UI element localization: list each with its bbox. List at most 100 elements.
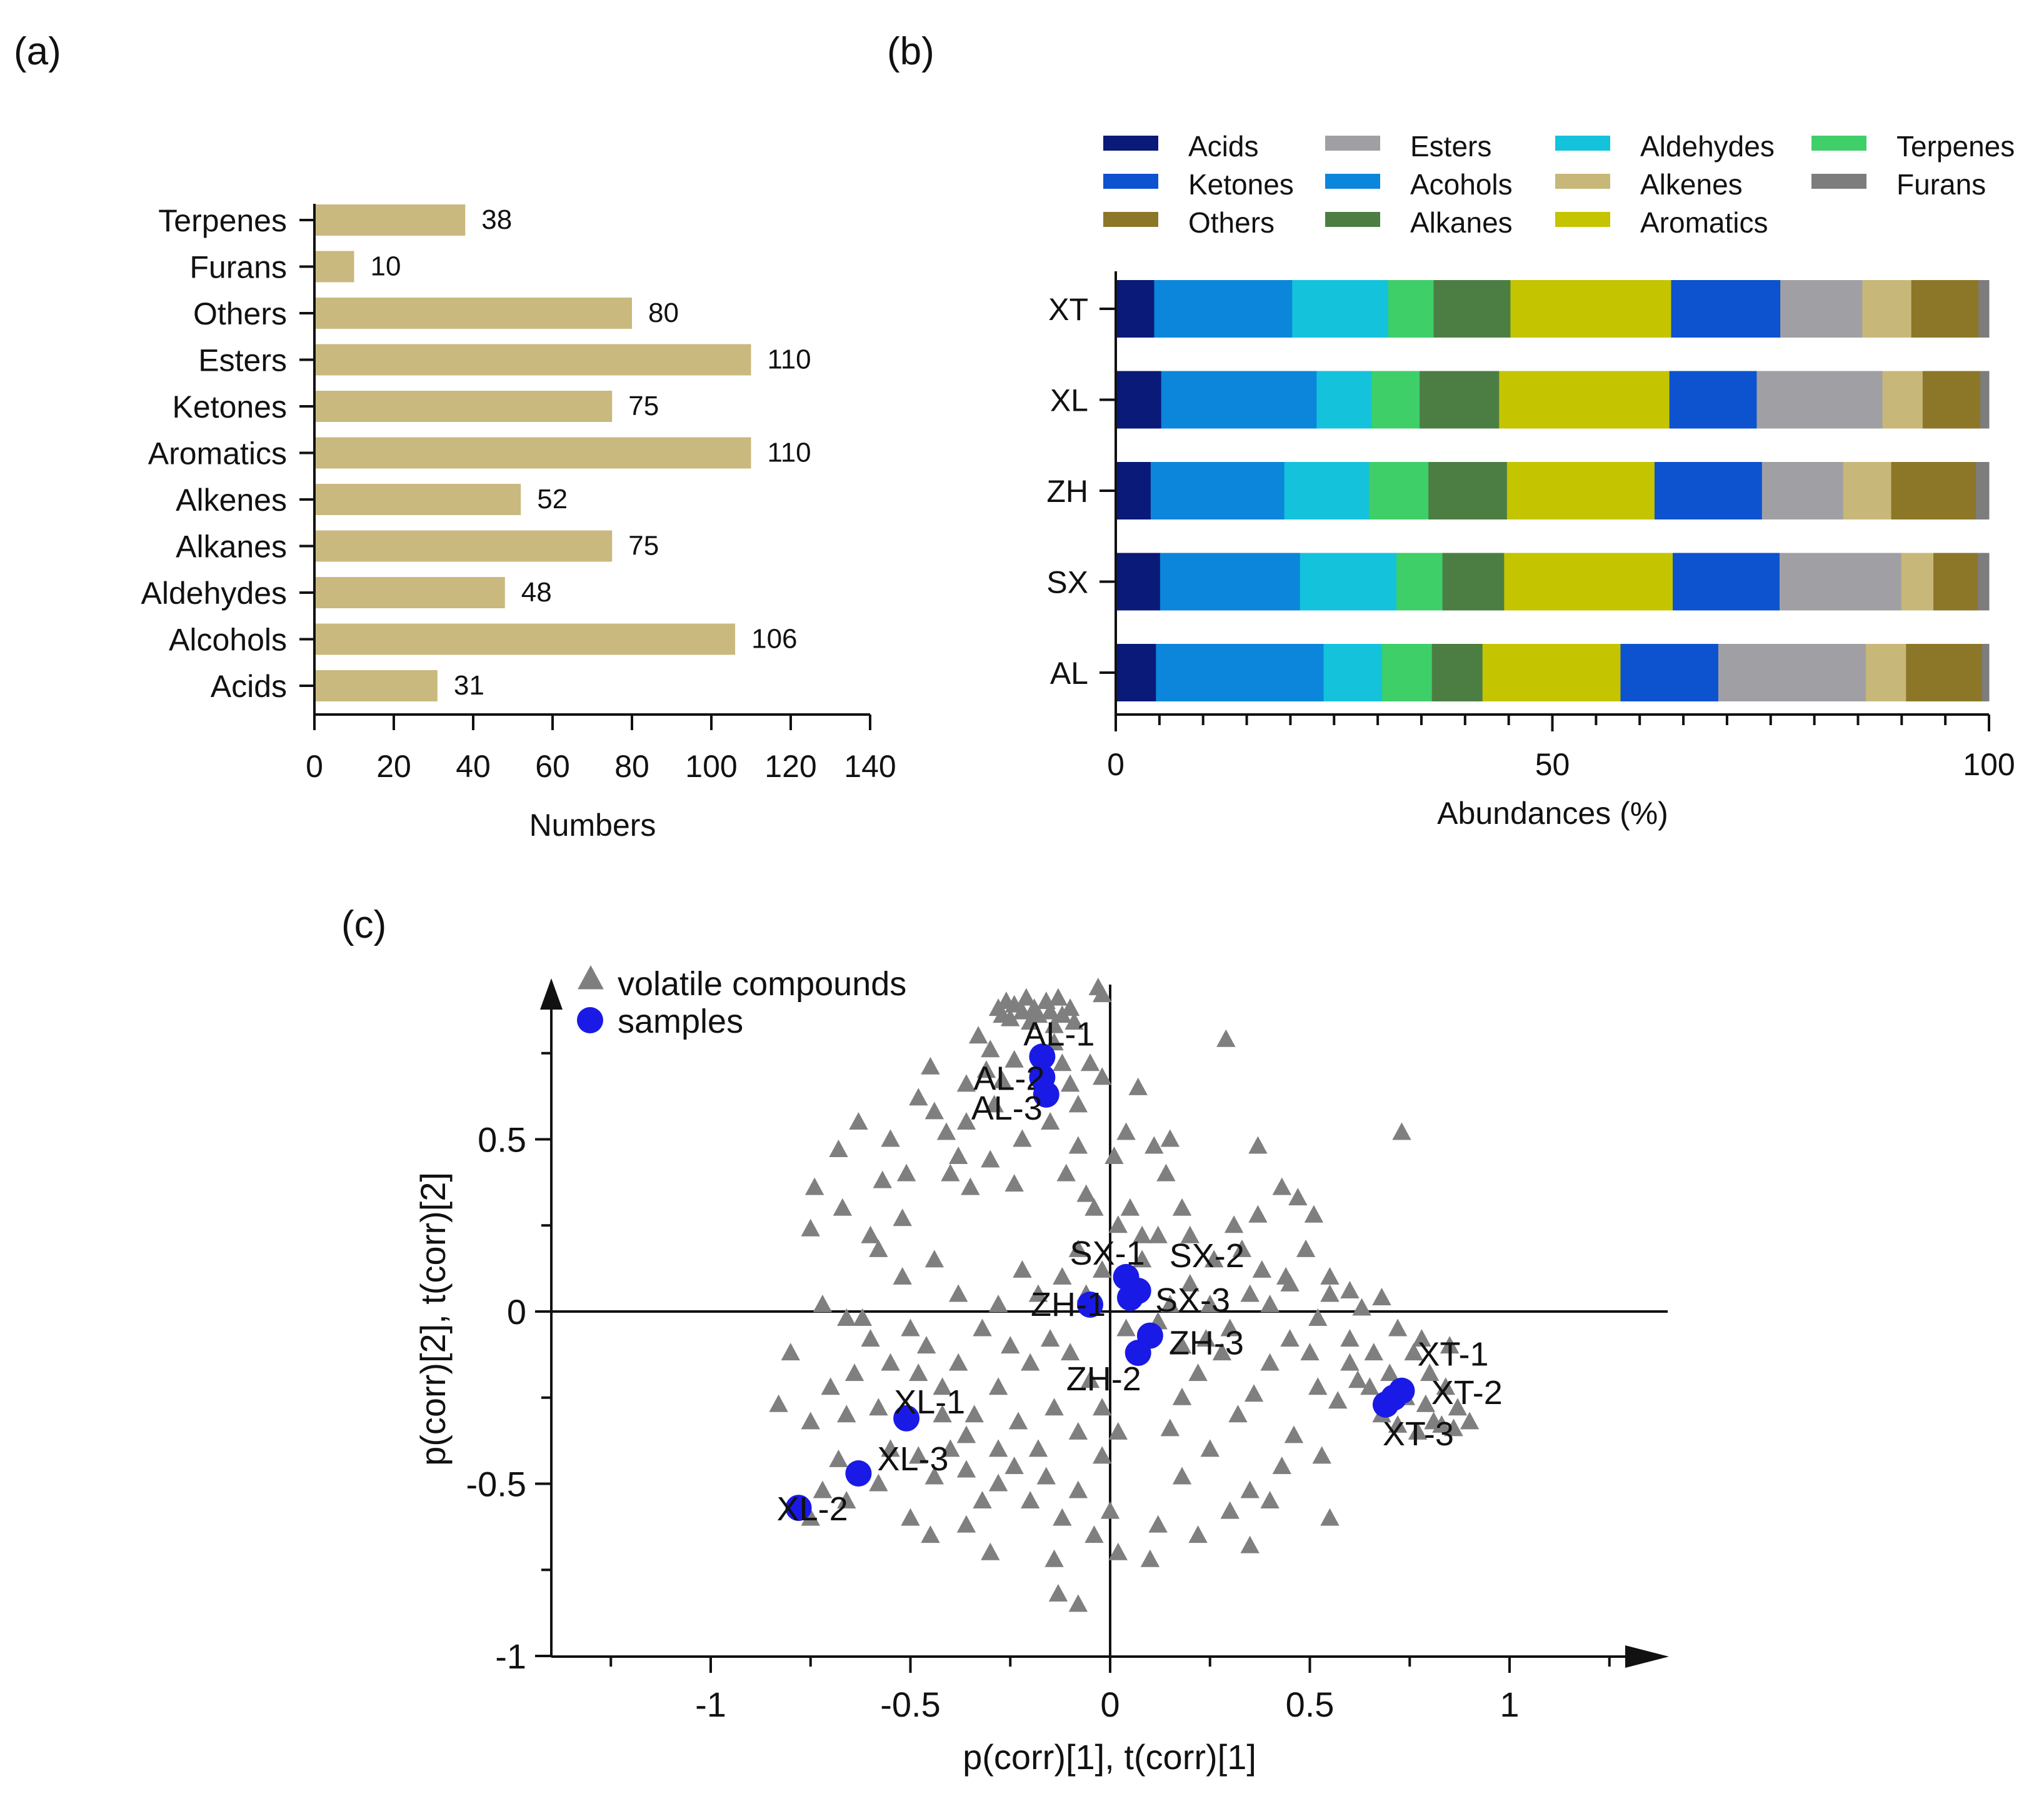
volatile-compound-point — [1364, 1343, 1383, 1361]
segment-xl-acids — [1116, 371, 1162, 429]
volatile-compound-point — [861, 1225, 880, 1243]
bar-others — [316, 298, 632, 329]
volatile-compound-point — [1160, 1294, 1180, 1312]
volatile-compound-point — [1040, 1111, 1060, 1130]
x-tick-label: 140 — [844, 749, 896, 784]
segment-zh-others — [1891, 462, 1976, 519]
volatile-compound-point — [909, 1446, 928, 1464]
sample-label: XT-2 — [1431, 1374, 1503, 1412]
volatile-compound-point — [1093, 985, 1112, 1003]
sample-label: XL-2 — [777, 1490, 848, 1528]
volatile-compound-point — [1188, 1525, 1208, 1543]
volatile-compound-point — [1140, 1549, 1160, 1567]
volatile-compound-point — [1240, 1480, 1260, 1498]
volatile-compound-point — [1304, 1205, 1324, 1223]
panel-c-scatter-plot: (c) -1 -0.5 0 0.5 1 -1 -0.5 0 0.5 AL-1 AL-2AL-3 SX… — [341, 903, 1669, 1777]
volatile-compound-point — [933, 1405, 952, 1423]
volatile-compound-point — [1080, 1370, 1100, 1388]
volatile-compound-point — [1296, 1239, 1316, 1257]
volatile-compound-point — [1148, 1515, 1168, 1533]
legend-swatch-furans — [1811, 174, 1866, 189]
bar-alkanes — [316, 530, 613, 562]
volatile-compound-point — [1436, 1377, 1455, 1395]
value-label: 75 — [628, 391, 659, 421]
sample-point-al-1 — [1029, 1043, 1056, 1070]
volatile-compound-point — [948, 1284, 968, 1302]
value-label: 110 — [768, 344, 811, 375]
volatile-compound-point — [961, 1177, 980, 1195]
volatile-compound-point — [1060, 998, 1080, 1016]
y-tick-label: 0.5 — [478, 1120, 526, 1160]
volatile-compound-point — [1180, 1273, 1200, 1292]
volatile-compound-point — [1160, 1418, 1180, 1437]
volatile-compound-point — [1060, 1074, 1080, 1092]
volatile-compound-point — [1272, 1177, 1291, 1195]
volatile-compound-point — [1172, 1198, 1192, 1216]
volatile-compound-point — [1068, 1480, 1088, 1498]
volatile-compound-point — [1448, 1398, 1468, 1416]
bar-acids — [316, 670, 438, 701]
panel-a-label: (a) — [14, 30, 61, 73]
y-tick-label: -0.5 — [466, 1465, 527, 1504]
segment-xt-others — [1911, 280, 1979, 338]
volatile-compound-point — [1408, 1422, 1428, 1440]
volatile-compound-point — [1028, 1439, 1048, 1457]
x-tick-label: 0.5 — [1286, 1685, 1335, 1724]
segment-xt-alkanes — [1433, 280, 1511, 338]
segment-xl-acohols — [1161, 371, 1317, 429]
segment-zh-alkenes — [1843, 462, 1892, 519]
category-label: Aldehydes — [141, 576, 288, 611]
x-tick-label: 100 — [1963, 747, 2015, 782]
legend-label-furans: Furans — [1896, 168, 1986, 201]
legend-swatch-esters — [1325, 136, 1380, 151]
volatile-compound-point — [1308, 1308, 1328, 1327]
volatile-compound-point — [1068, 1136, 1088, 1154]
category-label: Esters — [198, 343, 287, 378]
volatile-compound-point — [821, 1377, 840, 1395]
volatile-compound-point — [993, 1070, 1012, 1088]
volatile-compound-point — [988, 1439, 1008, 1457]
volatile-compound-point — [1196, 1329, 1216, 1347]
legend-label-samples: samples — [618, 1003, 743, 1040]
legend-swatch-aromatics — [1555, 212, 1610, 227]
volatile-compound-point — [1348, 1370, 1368, 1388]
volatile-compound-point — [1108, 1542, 1128, 1560]
volatile-compound-point — [1420, 1363, 1440, 1382]
volatile-compound-point — [1248, 1205, 1268, 1223]
volatile-compound-point — [1388, 1318, 1408, 1337]
volatile-compound-point — [1352, 1298, 1371, 1316]
volatile-compound-point — [1200, 1439, 1220, 1457]
volatile-compound-point — [801, 1218, 820, 1237]
volatile-compound-point — [1252, 1260, 1272, 1278]
volatile-compound-point — [1300, 1343, 1320, 1361]
volatile-compound-point — [1048, 988, 1068, 1006]
segment-al-ketones — [1620, 644, 1719, 701]
volatile-compound-point — [1360, 1377, 1380, 1395]
segment-zh-acids — [1116, 462, 1151, 519]
volatile-compound-point — [933, 1377, 952, 1395]
x-tick-label: 0 — [1107, 747, 1125, 782]
category-label: Alkanes — [176, 529, 287, 564]
segment-xt-aldehydes — [1292, 280, 1389, 338]
volatile-compound-point — [1172, 1387, 1192, 1405]
segment-sx-aldehydes — [1300, 553, 1397, 611]
volatile-compound-point — [1272, 1456, 1291, 1474]
value-label: 75 — [628, 531, 659, 561]
volatile-compound-point — [1105, 1146, 1124, 1165]
sample-point-zh-1 — [1077, 1291, 1104, 1318]
bar-esters — [316, 344, 751, 376]
segment-sx-furans — [1977, 553, 1990, 611]
volatile-compound-point — [1260, 1491, 1280, 1509]
volatile-compound-point — [861, 1329, 880, 1347]
volatile-compound-point — [1248, 1136, 1268, 1154]
volatile-compound-point — [881, 1353, 900, 1371]
volatile-compound-point — [1188, 1363, 1208, 1382]
volatile-compound-point — [1388, 1415, 1408, 1433]
y-tick-label: 0 — [507, 1292, 526, 1332]
volatile-compound-point — [1053, 1267, 1072, 1285]
volatile-compound-point — [1068, 1095, 1088, 1113]
volatile-compound-point — [804, 1177, 824, 1195]
volatile-compound-point — [837, 1308, 856, 1327]
legend-label-others: Others — [1188, 206, 1275, 239]
segment-xl-esters — [1756, 371, 1883, 429]
